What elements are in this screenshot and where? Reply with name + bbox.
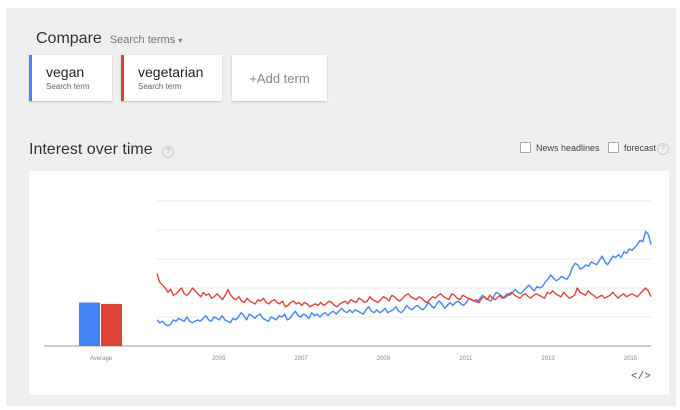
chart-card: Average 2005 2007 2009 2011 2013 2015 [29, 171, 669, 395]
term-name: vegetarian [138, 64, 204, 80]
interest-chart: Average 2005 2007 2009 2011 2013 2015 [44, 200, 652, 362]
embed-code-icon[interactable]: </> [631, 371, 651, 383]
x-tick-label: 2009 [377, 356, 391, 362]
average-bar-vegan [79, 302, 100, 346]
x-tick-label: 2007 [294, 356, 308, 362]
checkbox-icon [520, 142, 531, 153]
forecast-help-icon[interactable]: ? [657, 143, 669, 155]
checkbox-icon [608, 142, 619, 153]
term-name: vegan [46, 64, 85, 80]
x-tick-label: 2015 [624, 356, 638, 362]
term-type: Search term [138, 82, 182, 91]
compare-title: Compare [36, 30, 102, 47]
series-line-vegetarian [156, 273, 652, 308]
x-tick-label: 2011 [459, 356, 473, 362]
x-tick-label: 2013 [541, 356, 555, 362]
forecast-toggle[interactable]: forecast [608, 142, 656, 153]
news-headlines-toggle[interactable]: News headlines [520, 142, 600, 153]
forecast-label: forecast [624, 142, 657, 153]
x-tick-label: 2005 [212, 356, 226, 362]
term-card-vegetarian[interactable]: vegetarian Search term [121, 55, 222, 101]
help-icon[interactable]: ? [162, 146, 174, 158]
average-label: Average [90, 356, 113, 362]
search-terms-dropdown[interactable]: Search terms ▾ [110, 34, 182, 46]
average-bar-vegetarian [101, 303, 122, 346]
term-type: Search term [46, 82, 90, 91]
interest-over-time-title: Interest over time [29, 141, 153, 158]
compare-header: Compare Search terms ▾ [36, 30, 182, 48]
chevron-down-icon: ▾ [178, 36, 183, 45]
term-card-vegan[interactable]: vegan Search term [29, 55, 112, 101]
add-term-button[interactable]: +Add term [232, 55, 327, 101]
search-terms-label: Search terms [109, 34, 176, 46]
series-line-vegan [156, 230, 652, 327]
news-headlines-label: News headlines [536, 142, 600, 153]
